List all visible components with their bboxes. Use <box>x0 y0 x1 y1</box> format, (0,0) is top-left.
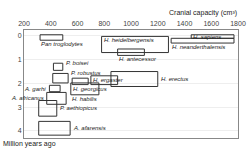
svg-text:1600: 1600 <box>203 20 219 27</box>
svg-text:Pan troglodytes: Pan troglodytes <box>41 41 83 47</box>
svg-text:P. boisei: P. boisei <box>66 60 89 66</box>
svg-text:2: 2 <box>18 80 22 87</box>
svg-text:400: 400 <box>45 20 57 27</box>
svg-text:H. sapiens: H. sapiens <box>193 34 221 40</box>
svg-text:1200: 1200 <box>150 20 166 27</box>
svg-text:600: 600 <box>72 20 84 27</box>
svg-text:1800: 1800 <box>230 20 246 27</box>
svg-text:H. georgicus: H. georgicus <box>73 86 107 92</box>
svg-text:A. afarensis: A. afarensis <box>73 125 106 131</box>
svg-text:A. garhi: A. garhi <box>24 86 46 92</box>
svg-text:800: 800 <box>98 20 110 27</box>
svg-text:1: 1 <box>18 56 22 63</box>
svg-text:P. robustus: P. robustus <box>71 70 101 76</box>
svg-text:1000: 1000 <box>123 20 139 27</box>
svg-text:Million years ago: Million years ago <box>3 140 56 148</box>
svg-text:3: 3 <box>18 104 22 111</box>
svg-text:P. aethiopicus: P. aethiopicus <box>60 105 97 111</box>
svg-text:H. antecessor: H. antecessor <box>119 56 157 62</box>
svg-text:H. ergaster: H. ergaster <box>93 77 124 83</box>
svg-text:H. erectus: H. erectus <box>161 76 188 82</box>
svg-text:4: 4 <box>18 127 22 134</box>
svg-text:200: 200 <box>18 20 30 27</box>
svg-text:H. heidelbergensis: H. heidelbergensis <box>104 37 154 43</box>
svg-text:H. habilis: H. habilis <box>72 96 97 102</box>
svg-text:A. africanus: A. africanus <box>11 95 44 101</box>
svg-text:1400: 1400 <box>177 20 193 27</box>
svg-text:Cranial capacity (cm³): Cranial capacity (cm³) <box>169 9 237 17</box>
svg-text:0: 0 <box>18 32 22 39</box>
svg-text:H. neanderthalensis: H. neanderthalensis <box>172 44 225 50</box>
